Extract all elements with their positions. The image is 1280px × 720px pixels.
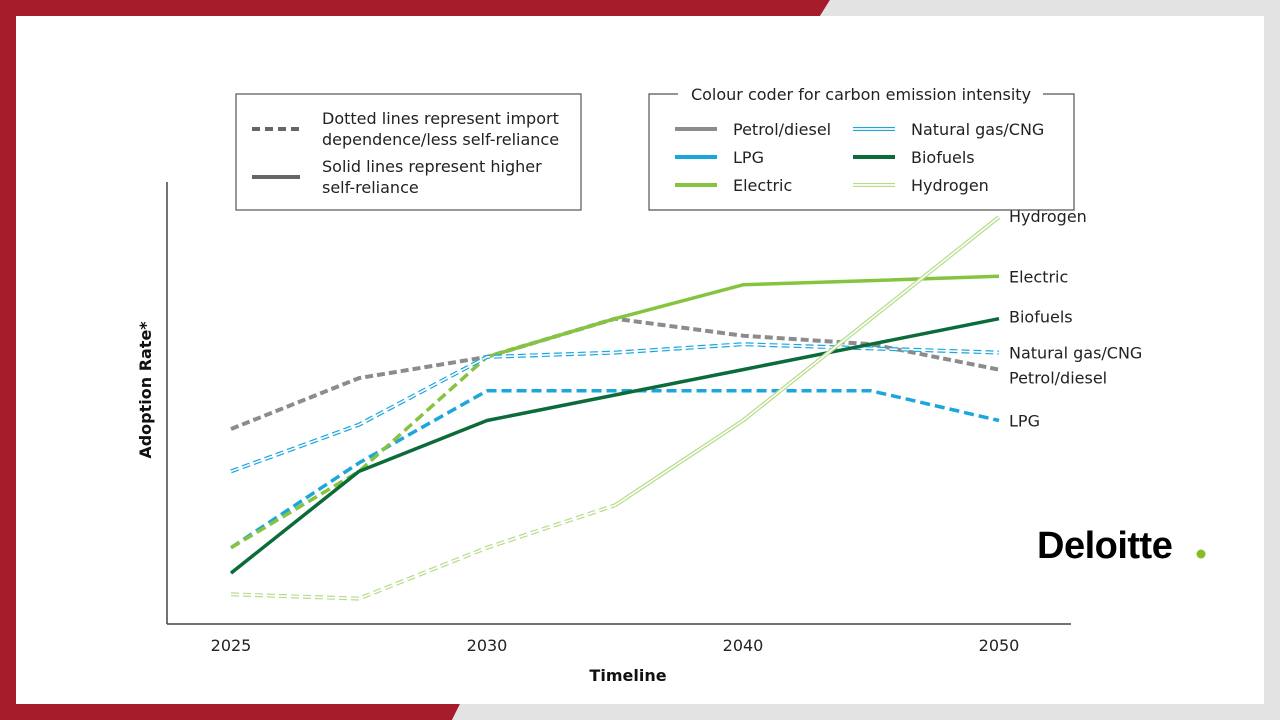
colour-legend-box: [648, 93, 1075, 211]
series-labels: Petrol/diesel LPG Electric Natural gas/CNG B…: [1009, 207, 1142, 431]
series-end-label-natural-gas-cng: Natural gas/CNG: [1009, 344, 1142, 363]
colour-legend-title: Colour coder for carbon emission intensi…: [691, 85, 1031, 104]
series-line-electric: [230, 355, 489, 550]
solid-legend-text-line1: Solid lines represent higher: [322, 157, 542, 176]
legend-item-petrol-diesel: Petrol/diesel: [733, 120, 831, 139]
legend-item-biofuels: Biofuels: [911, 148, 975, 167]
dotted-legend-text-line2: dependence/less self-reliance: [322, 130, 559, 149]
series-end-label-biofuels: Biofuels: [1009, 308, 1073, 327]
series-line-electric: [486, 274, 1000, 359]
x-axis-ticks: 2025 2030 2040 2050: [211, 636, 1020, 655]
x-tick-label: 2030: [467, 636, 508, 655]
series-line-biofuels: [229, 316, 1000, 575]
colour-legend: Colour coder for carbon emission intensi…: [648, 85, 1075, 211]
brand-name: Deloitte: [1037, 525, 1172, 567]
legend-item-lpg: LPG: [733, 148, 764, 167]
legend-item-electric: Electric: [733, 176, 792, 195]
line-style-legend: Dotted lines represent import dependence…: [235, 93, 582, 211]
x-axis-title: Timeline: [589, 666, 666, 685]
series-end-label-petrol-diesel: Petrol/diesel: [1009, 369, 1107, 388]
x-tick-label: 2050: [979, 636, 1020, 655]
series-layer: [229, 215, 1001, 601]
series-line-hydrogen: [613, 215, 1001, 507]
series-end-label-electric: Electric: [1009, 267, 1068, 286]
line-style-legend-box: [235, 93, 582, 211]
series-end-label-lpg: LPG: [1009, 412, 1040, 431]
legend-item-hydrogen: Hydrogen: [911, 176, 989, 195]
series-line-hydrogen: [230, 503, 616, 601]
series-line-natural-gas-cng: [230, 343, 1000, 473]
legend-item-natural-gas-cng: Natural gas/CNG: [911, 120, 1044, 139]
solid-legend-text-line2: self-reliance: [322, 178, 419, 197]
brand-dot-icon: [1196, 549, 1206, 559]
x-tick-label: 2025: [211, 636, 252, 655]
dotted-legend-text-line1: Dotted lines represent import: [322, 109, 559, 128]
series-end-label-hydrogen: Hydrogen: [1009, 207, 1087, 226]
x-tick-label: 2040: [723, 636, 764, 655]
deloitte-logo: Deloitte: [1037, 525, 1206, 567]
y-axis-title: Adoption Rate*: [136, 321, 155, 459]
series-line-hydrogen: [230, 504, 616, 600]
series-line-petrol-diesel: [230, 316, 1000, 431]
series-line-hydrogen: [614, 216, 1000, 506]
series-line-lpg: [230, 389, 1000, 550]
series-line-natural-gas-cng: [230, 342, 1000, 474]
